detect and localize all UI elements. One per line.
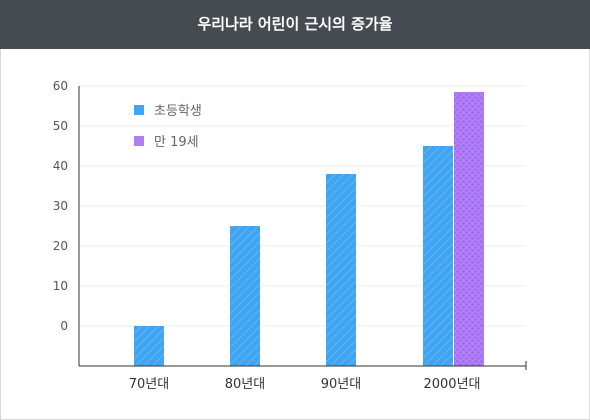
bar-elementary <box>134 326 164 366</box>
y-tick-label: 50 <box>53 119 68 133</box>
axes <box>78 86 527 370</box>
x-tick-label: 90년대 <box>321 377 361 392</box>
legend-swatch <box>134 105 144 115</box>
bar-elementary <box>326 174 356 366</box>
bars <box>134 92 484 366</box>
chart-header: 우리나라 어린이 근시의 증가율 <box>0 0 590 49</box>
y-tick-label: 30 <box>53 199 68 213</box>
bar-elementary <box>423 146 453 366</box>
legend-label: 만 19세 <box>154 135 199 150</box>
bar-elementary <box>230 226 260 366</box>
chart-title: 우리나라 어린이 근시의 증가율 <box>197 15 393 33</box>
y-tick-label: 10 <box>53 279 68 293</box>
legend-swatch <box>134 136 144 146</box>
y-tick-label: 60 <box>53 79 68 93</box>
y-tick-label: 20 <box>53 239 68 253</box>
x-tick-label: 2000년대 <box>423 377 480 392</box>
x-tick-labels: 70년대 80년대 90년대 2000년대 <box>129 377 481 392</box>
legend-label: 초등학생 <box>154 104 202 119</box>
bar-age19 <box>454 92 484 366</box>
x-tick-label: 70년대 <box>129 377 169 392</box>
y-tick-label: 40 <box>53 159 68 173</box>
y-tick-labels: 60 50 40 30 20 10 0 <box>53 79 68 333</box>
y-tick-label: 0 <box>60 319 68 333</box>
x-tick-label: 80년대 <box>225 377 265 392</box>
